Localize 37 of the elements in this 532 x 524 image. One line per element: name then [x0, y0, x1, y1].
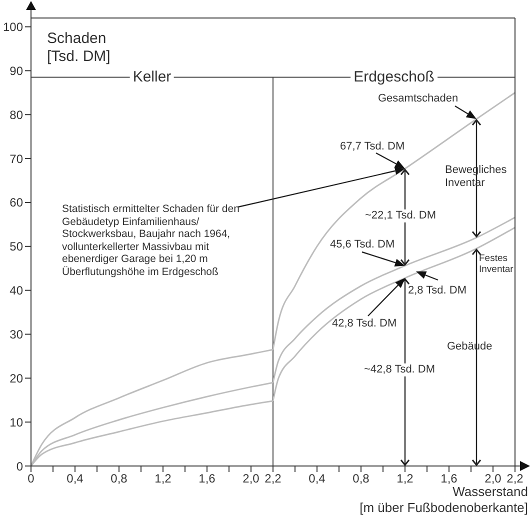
y-tick-label: 10 [10, 415, 24, 430]
y-tick-label: 100 [2, 20, 24, 34]
x-tick-label: 1,2 [396, 472, 414, 486]
x-tick-label: 0,8 [352, 472, 370, 486]
x-tick-label: 1,6 [198, 472, 216, 486]
x-tick-label: 0,8 [110, 472, 128, 486]
annotation: ~42,8 Tsd. DM [362, 363, 438, 377]
annotation: Statistisch ermittelter Schaden für den Gebäudetyp Einfamilienhaus/ Stockwerksbau, Baujahr nach 1964, vollunterkellerter Massivbau mit ebenerdiger Garage bei 1,20 m Überflutungshöhe im Erdgeschoß [62, 203, 240, 279]
annotation: Gesamtschaden [378, 92, 458, 106]
x-tick-label: 0,4 [66, 472, 84, 486]
text: Erdgeschoß [350, 68, 438, 86]
y-tick-label: 70 [10, 152, 24, 166]
annotation: 45,6 Tsd. DM [330, 238, 395, 252]
x-tick-label: 2,0 [242, 472, 260, 486]
x-tick-label: 0 [28, 472, 35, 486]
annotation: 2,8 Tsd. DM [408, 284, 466, 298]
x-tick-label: 2,0 [484, 472, 502, 486]
y-tick-label: 60 [10, 196, 24, 210]
annotation: ~22,1 Tsd. DM [363, 209, 438, 223]
x-axis-title: Wasserstand [m über Fußbodenoberkante] [360, 484, 528, 516]
text: Keller [130, 68, 174, 86]
y-tick-label: 40 [10, 284, 24, 298]
annotation: Festes Inventar [479, 253, 514, 276]
x-tick-label: 1,6 [440, 472, 458, 486]
x-tick-label: 1,2 [154, 472, 172, 486]
y-tick-label: 80 [10, 108, 24, 122]
y-tick-label: 20 [10, 371, 24, 386]
x-tick-label: 0,4 [308, 472, 326, 486]
y-tick-label: 90 [10, 64, 24, 78]
annotation: 67,7 Tsd. DM [340, 140, 405, 154]
y-axis-title: Schaden [Tsd. DM] [47, 30, 112, 66]
y-tick-label: 50 [10, 240, 24, 254]
x-tick-label: 2,2 [264, 472, 282, 486]
y-tick-label: 30 [10, 327, 24, 342]
annotation: 42,8 Tsd. DM [332, 317, 397, 331]
x-tick-label: 2,2 [506, 472, 524, 486]
y-tick-label: 0 [16, 459, 24, 474]
